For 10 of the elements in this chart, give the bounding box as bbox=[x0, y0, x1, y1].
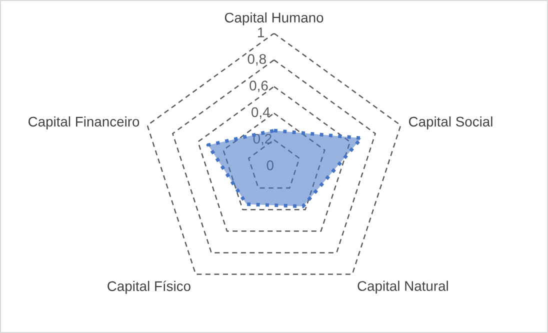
spoke-label: Capital Natural bbox=[358, 280, 448, 294]
spoke-label: Capital Físico bbox=[108, 280, 190, 294]
y-tick-label: 1 bbox=[258, 28, 264, 38]
y-tick-label: 0 bbox=[266, 160, 274, 170]
y-tick-label: 0,4 bbox=[252, 107, 270, 119]
y-tick-label: 0,8 bbox=[248, 54, 266, 66]
spoke-label: Capital Humano bbox=[224, 12, 324, 26]
spoke-label: Capital Social bbox=[408, 116, 492, 130]
y-tick-label: 0,6 bbox=[250, 80, 268, 92]
spoke-label: Capital Financeiro bbox=[28, 116, 140, 130]
